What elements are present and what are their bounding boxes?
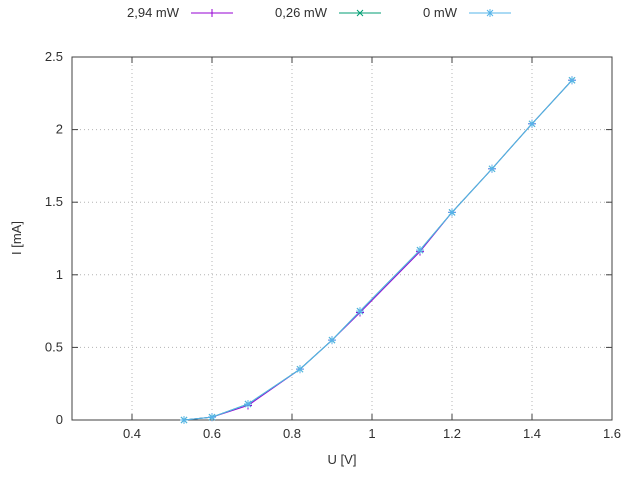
legend-label-0-26mW: 0,26 mW (275, 5, 328, 20)
legend-label-0mW: 0 mW (423, 5, 457, 20)
legend-sample-0-26mW (339, 9, 382, 16)
svg-text:1.6: 1.6 (603, 426, 621, 441)
svg-text:0.4: 0.4 (123, 426, 141, 441)
legend: 2,94 mW 0,26 mW 0 mW (0, 5, 640, 20)
asterisk-marker-icon (485, 8, 494, 17)
y-axis-label: I [mA] (9, 221, 24, 255)
svg-text:1.2: 1.2 (443, 426, 461, 441)
svg-text:0.8: 0.8 (283, 426, 301, 441)
legend-label-2-94mW: 2,94 mW (127, 5, 180, 20)
svg-text:2: 2 (56, 122, 63, 137)
legend-item-0mW: 0 mW (423, 5, 513, 20)
legend-item-2-94mW: 2,94 mW (127, 5, 235, 20)
svg-text:0.6: 0.6 (203, 426, 221, 441)
legend-sample-2-94mW (191, 8, 234, 17)
svg-text:0.5: 0.5 (45, 339, 63, 354)
svg-text:2.5: 2.5 (45, 49, 63, 64)
x-marker-icon (356, 9, 364, 16)
plus-marker-icon (208, 8, 217, 17)
legend-sample-0mW (468, 8, 511, 17)
svg-text:1.5: 1.5 (45, 194, 63, 209)
svg-text:1: 1 (56, 267, 63, 282)
legend-item-0-26mW: 0,26 mW (275, 5, 383, 20)
svg-text:1: 1 (368, 426, 375, 441)
svg-text:1.4: 1.4 (523, 426, 541, 441)
svg-text:0: 0 (56, 412, 63, 427)
x-axis-label: U [V] (327, 452, 357, 467)
